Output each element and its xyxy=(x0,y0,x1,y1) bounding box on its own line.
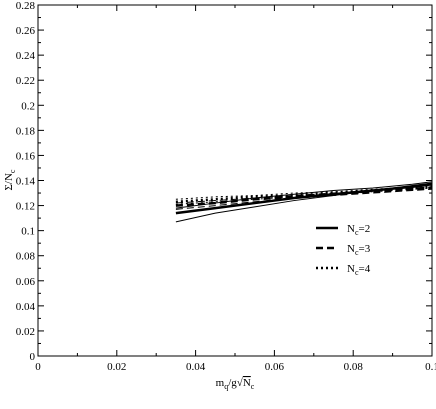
series-line-nc2-1 xyxy=(175,183,433,215)
legend-label-nc4: Nc=4 xyxy=(347,263,371,277)
y-tick-label: 0.14 xyxy=(16,176,36,188)
y-tick-label: 0 xyxy=(30,351,36,363)
series-line-nc4-0 xyxy=(175,187,433,205)
y-tick-label: 0.12 xyxy=(16,201,35,213)
plot-frame xyxy=(37,4,433,357)
y-axis-label-base: Σ/N xyxy=(3,173,15,190)
x-tick-label: 0.1 xyxy=(425,361,436,373)
series-line-nc3-1 xyxy=(175,186,433,207)
y-tick-label: 0.24 xyxy=(16,50,36,62)
tick-labels: 0 0.02 0.04 0.06 0.08 0.1 0 0.02 0.04 0.06 0.08 0.1… xyxy=(16,0,436,373)
y-tick-label: 0.1 xyxy=(21,226,35,238)
tick-marks xyxy=(37,4,433,357)
x-tick-label: 0.08 xyxy=(344,361,364,373)
y-tick-label: 0.22 xyxy=(16,75,35,87)
x-axis-label-mid: /g xyxy=(228,377,237,389)
x-axis-label-n: N xyxy=(243,377,251,389)
y-tick-label: 0.06 xyxy=(16,276,36,288)
series-lines xyxy=(175,181,433,223)
x-axis-label-m: m xyxy=(216,377,225,389)
x-axis-label-sub-c: c xyxy=(251,382,255,391)
x-axis-label-sqrt: √ xyxy=(237,377,244,389)
y-tick-label: 0.26 xyxy=(16,25,36,37)
y-axis-label: Σ/Nc xyxy=(3,169,17,190)
x-tick-label: 0.06 xyxy=(265,361,285,373)
x-tick-label: 0.02 xyxy=(107,361,126,373)
y-axis-label-sub: c xyxy=(8,169,17,173)
series-line-nc3-2 xyxy=(175,186,433,204)
y-tick-label: 0.08 xyxy=(16,251,36,263)
legend-label-nc3: Nc=3 xyxy=(347,243,371,257)
y-tick-label: 0.28 xyxy=(16,0,36,12)
y-tick-label: 0.02 xyxy=(16,326,35,338)
legend-label-nc2: Nc=2 xyxy=(347,223,370,237)
series-line-nc4-1 xyxy=(175,185,433,204)
y-tick-label: 0.04 xyxy=(16,301,36,313)
y-tick-label: 0.2 xyxy=(21,100,35,112)
series-line-nc4-2 xyxy=(175,185,433,200)
y-tick-label: 0.16 xyxy=(16,150,36,162)
x-axis-label-sub-q: q xyxy=(224,382,228,391)
legend: Nc=2 Nc=3 Nc=4 xyxy=(316,223,371,277)
x-tick-label: 0 xyxy=(35,361,41,373)
x-tick-label: 0.04 xyxy=(186,361,206,373)
y-tick-label: 0.18 xyxy=(16,125,36,137)
x-axis-label: mq/g√Nc xyxy=(216,377,255,391)
